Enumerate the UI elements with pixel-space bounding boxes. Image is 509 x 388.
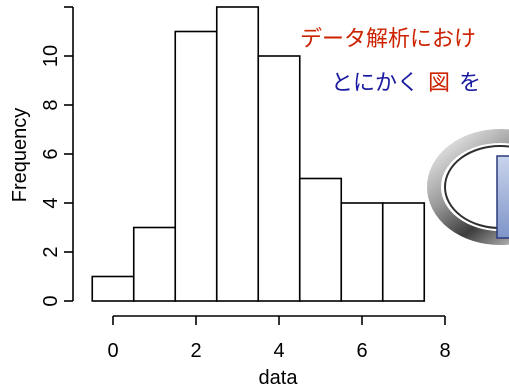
x-tick-label: 0 [107, 340, 118, 362]
x-tick-label: 6 [356, 340, 367, 362]
histogram-bar-3 [215, 6, 260, 302]
y-tick-label: 8 [40, 99, 62, 110]
y-tick-label: 0 [40, 295, 62, 306]
y-axis: 0 2 4 6 8 10 [40, 6, 74, 307]
histogram-bar-2 [174, 30, 218, 302]
histogram-bar-0 [91, 275, 135, 302]
y-tick-label: 4 [40, 197, 62, 208]
histogram-bar-1 [132, 226, 177, 302]
y-tick-label: 2 [40, 246, 62, 257]
y-tick-label: 6 [40, 148, 62, 159]
x-axis: 0 2 4 6 8 [107, 315, 451, 362]
y-axis-title: Frequency [9, 108, 31, 203]
histogram-bar-5 [298, 177, 343, 302]
banner-line-2-part-1: とにかく [331, 70, 419, 95]
x-tick-label: 8 [439, 340, 450, 362]
x-tick-label: 2 [190, 340, 201, 362]
histogram-bar-7 [381, 202, 426, 302]
histogram-bars [91, 6, 426, 302]
banner-line-1: データ解析におけ [300, 26, 476, 51]
histogram-bar-4 [257, 55, 301, 302]
banner-line-2-highlight: 図 [428, 70, 450, 95]
x-axis-title: data [259, 367, 299, 388]
metallic-ring-icon [427, 129, 509, 245]
banner-line-2: とにかく図を [331, 70, 481, 95]
x-tick-label: 4 [273, 340, 284, 362]
banner-line-2-part-3: を [459, 70, 481, 95]
histogram-bar-6 [340, 202, 384, 302]
y-tick-label: 10 [40, 45, 62, 67]
